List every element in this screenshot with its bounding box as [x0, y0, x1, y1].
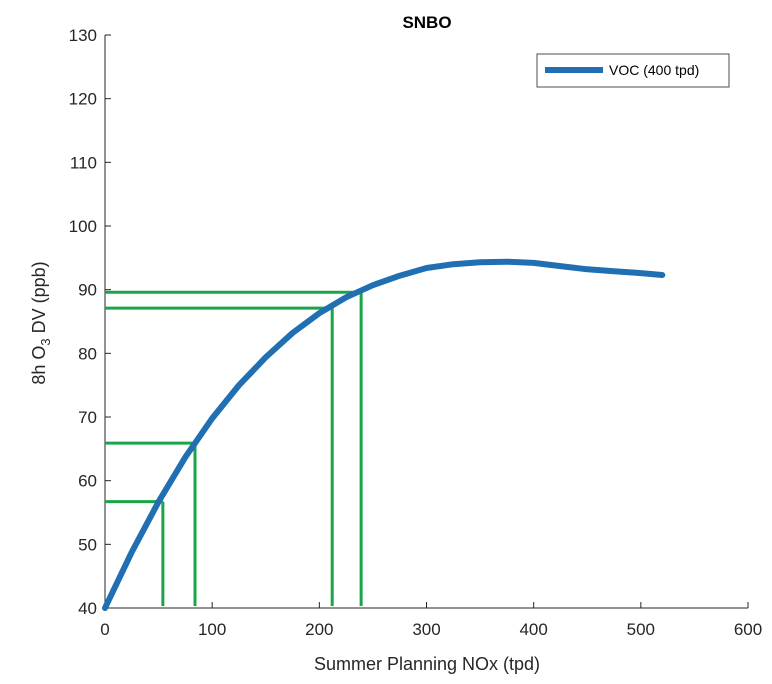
x-tick-label: 200 [305, 620, 333, 639]
y-tick-label: 130 [69, 26, 97, 45]
y-axis-title-part-2: DV (ppb) [29, 261, 49, 338]
series-layer [102, 258, 666, 611]
y-tick-label: 60 [78, 472, 97, 491]
x-tick-label: 400 [519, 620, 547, 639]
y-axis-title-part-1: 8h O [29, 346, 49, 385]
y-tick-label: 80 [78, 344, 97, 363]
axes: 0 100 200 300 400 500 600 40 50 60 70 80 90 100 110 120… [69, 26, 763, 639]
y-axis-title-subscript: 3 [38, 338, 53, 345]
x-tick-label: 100 [198, 620, 226, 639]
legend: VOC (400 tpd) [536, 53, 730, 88]
x-tick-label: 300 [412, 620, 440, 639]
x-tick-label: 500 [627, 620, 655, 639]
series-line [102, 258, 666, 611]
y-axis-title: 8h O3 DV (ppb) [29, 261, 53, 384]
x-tick-label: 600 [734, 620, 762, 639]
y-tick-label: 90 [78, 281, 97, 300]
y-tick-label: 120 [69, 90, 97, 109]
y-tick-label: 40 [78, 599, 97, 618]
y-tick-label: 50 [78, 535, 97, 554]
guide-lines [105, 290, 363, 606]
x-axis-title: Summer Planning NOx (tpd) [314, 654, 540, 674]
x-tick-label: 0 [100, 620, 109, 639]
y-tick-label: 70 [78, 408, 97, 427]
chart-title: SNBO [402, 13, 451, 32]
y-tick-label: 100 [69, 217, 97, 236]
legend-label: VOC (400 tpd) [609, 62, 699, 78]
y-tick-label: 110 [70, 153, 97, 172]
